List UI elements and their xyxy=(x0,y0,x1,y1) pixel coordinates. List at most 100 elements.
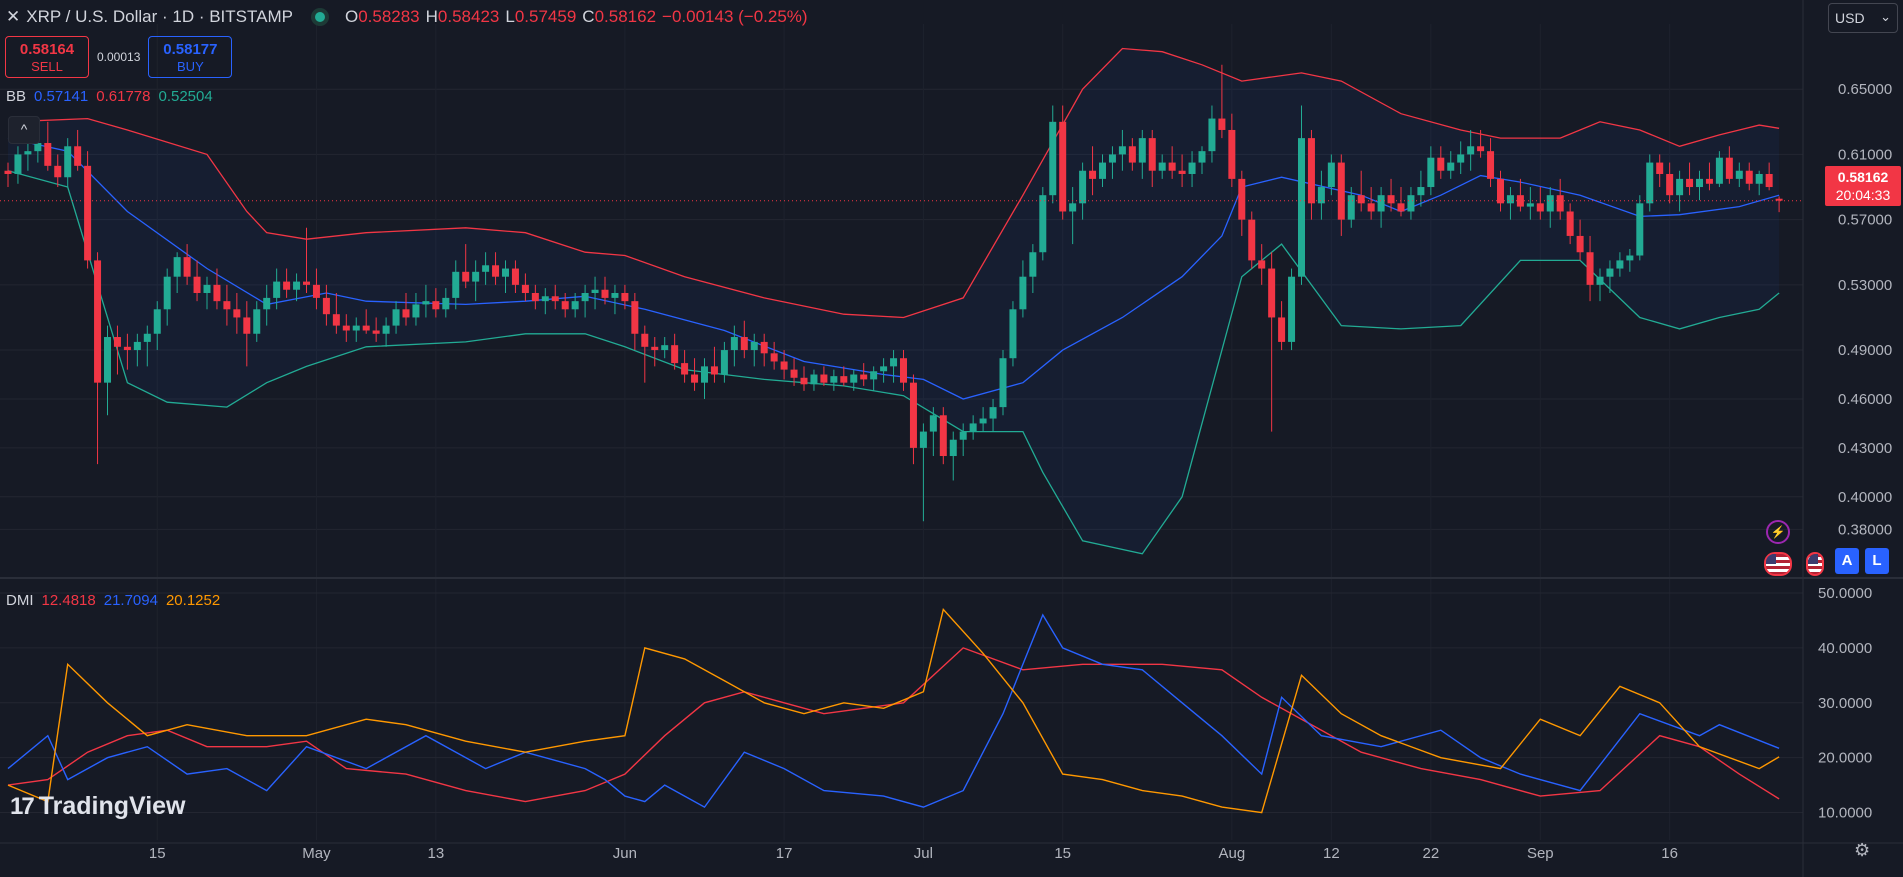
candle-body xyxy=(342,325,350,331)
candle xyxy=(641,325,649,383)
spread-value: 0.00013 xyxy=(97,50,141,64)
us-flag-icon[interactable] xyxy=(1806,552,1824,576)
log-scale-button[interactable]: L xyxy=(1865,548,1889,574)
candle xyxy=(303,227,310,293)
candle xyxy=(1377,187,1385,228)
candle xyxy=(84,151,92,269)
candle xyxy=(780,350,788,380)
dmi-legend[interactable]: DMI 12.4818 21.7094 20.1252 xyxy=(6,592,220,609)
dmi-name: DMI xyxy=(6,592,34,609)
dmi-series-line-di xyxy=(7,613,1780,809)
candle-body xyxy=(1248,219,1256,261)
candle-body xyxy=(701,366,708,383)
candle-body xyxy=(1208,118,1216,152)
collapse-legend-button[interactable]: ^ xyxy=(8,116,40,144)
candle-body xyxy=(671,345,679,364)
lightning-icon[interactable]: ⚡ xyxy=(1766,520,1790,544)
candle-body xyxy=(372,330,380,334)
candle xyxy=(312,268,320,310)
candle-body xyxy=(770,353,778,362)
buy-label: BUY xyxy=(177,59,204,74)
candle-body xyxy=(1596,276,1604,285)
candle xyxy=(1367,187,1375,220)
sell-button[interactable]: 0.58164 SELL xyxy=(5,36,89,78)
us-flag-icon[interactable] xyxy=(1764,552,1792,576)
dmi-tick-label: 40.0000 xyxy=(1818,640,1872,657)
auto-scale-button[interactable]: A xyxy=(1835,548,1859,574)
candle-body xyxy=(462,271,470,282)
candle-body xyxy=(1755,173,1763,184)
candle xyxy=(1725,146,1733,184)
candle xyxy=(233,293,241,334)
candle xyxy=(919,423,927,522)
candle xyxy=(1019,260,1027,318)
candle-body xyxy=(233,309,241,318)
candle-body xyxy=(1138,138,1146,163)
candle-body xyxy=(1526,203,1534,207)
symbol-title[interactable]: XRP / U.S. Dollar · 1D · BITSTAMP xyxy=(26,7,293,26)
tradingview-logo[interactable]: 17 TradingView xyxy=(10,792,186,821)
candle-body xyxy=(163,276,171,310)
candle-body xyxy=(929,415,937,432)
candle xyxy=(890,350,898,383)
date-tick-label: Jul xyxy=(914,845,933,862)
candle xyxy=(900,350,907,391)
candle-body xyxy=(1148,138,1156,171)
dmi-tick-label: 10.0000 xyxy=(1818,805,1872,822)
dmi-adx-value: 20.1252 xyxy=(165,592,221,609)
candle-body xyxy=(332,314,340,326)
candle xyxy=(223,284,231,326)
settings-gear-icon[interactable]: ⚙ xyxy=(1854,840,1871,860)
candle xyxy=(790,358,798,386)
candle-body xyxy=(1636,203,1644,256)
price-tick-label: 0.40000 xyxy=(1838,489,1892,506)
candle xyxy=(293,273,301,302)
candle-body xyxy=(561,301,569,310)
candle-body xyxy=(1477,146,1485,152)
candle xyxy=(1238,170,1246,236)
date-tick-label: 13 xyxy=(428,845,445,862)
candle-body xyxy=(1049,121,1057,196)
candle-body xyxy=(14,154,22,174)
high-value: 0.58423 xyxy=(437,7,500,26)
candle-body xyxy=(989,407,997,419)
candle xyxy=(1546,187,1554,228)
candle xyxy=(1437,146,1445,179)
candle xyxy=(1278,301,1286,351)
candle-body xyxy=(392,309,400,326)
candle-body xyxy=(601,289,609,298)
candle-body xyxy=(1735,170,1743,179)
candle-body xyxy=(1656,162,1664,174)
candle xyxy=(1536,187,1544,220)
candle xyxy=(909,374,917,465)
candle xyxy=(1079,162,1087,220)
candle xyxy=(870,366,878,391)
candle xyxy=(969,415,977,440)
candle-body xyxy=(193,276,201,293)
market-status-icon[interactable] xyxy=(314,12,325,22)
candle-body xyxy=(1099,162,1106,179)
candle-body xyxy=(900,358,907,383)
currency-select[interactable]: USD ⌄ xyxy=(1828,3,1898,33)
dmi-series-line-di xyxy=(7,647,1780,803)
candle-body xyxy=(1775,198,1783,201)
candle-body xyxy=(173,257,181,277)
candle-body xyxy=(1258,260,1266,269)
bb-legend[interactable]: BB 0.57141 0.61778 0.52504 xyxy=(6,88,213,105)
candle-body xyxy=(1696,178,1703,188)
candle-body xyxy=(1069,203,1077,212)
date-tick-label: 12 xyxy=(1323,845,1340,862)
buy-button[interactable]: 0.58177 BUY xyxy=(148,36,233,78)
candle xyxy=(1347,187,1355,228)
candle-body xyxy=(422,301,430,305)
tradingview-wordmark: TradingView xyxy=(38,792,186,820)
candle xyxy=(1158,154,1166,179)
candle-body xyxy=(1298,138,1305,277)
close-icon[interactable]: ✕ xyxy=(6,7,21,26)
candle-body xyxy=(1238,178,1246,220)
candle xyxy=(661,337,669,359)
candle-body xyxy=(1427,157,1435,188)
candle-body xyxy=(1447,162,1455,171)
